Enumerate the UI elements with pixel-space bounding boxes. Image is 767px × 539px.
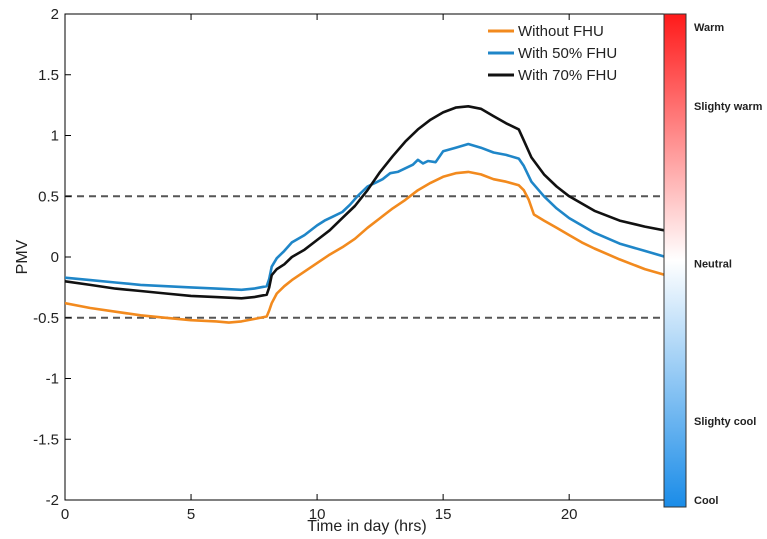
x-tick-label: 20 [561,506,578,523]
y-tick-label: -1 [46,371,59,388]
plot-area [64,13,671,501]
y-tick-label: -2 [46,492,59,509]
colorbar-label: Neutral [694,259,732,271]
comfort-colorbar [663,13,687,508]
y-tick-label: 0.5 [38,188,59,205]
legend-label: Without FHU [518,23,604,40]
x-axis-label: Time in day (hrs) [307,518,426,535]
legend-label: With 70% FHU [518,67,617,84]
colorbar-label: Warm [694,22,724,34]
series-lines [65,105,670,324]
y-tick-label: 1 [51,128,59,145]
legend-label: With 50% FHU [518,45,617,62]
series-line-3 [65,105,670,300]
x-tick-label: 10 [309,506,326,523]
x-tick-label: 0 [61,506,69,523]
x-tick-label: 5 [187,506,195,523]
y-tick-label: 2 [51,6,59,23]
y-tick-label: -1.5 [33,431,59,448]
colorbar-gradient [663,13,687,508]
series-line-1 [65,170,670,324]
y-axis-label: PMV [14,239,31,274]
y-tick-label: -0.5 [33,310,59,327]
colorbar-label: Slighty cool [694,416,756,428]
colorbar-label: Cool [694,495,718,507]
legend: Without FHU With 50% FHU With 70% FHU [488,23,617,84]
colorbar-label: Slighty warm [694,101,763,113]
colorbar-labels: Warm Slighty warm Neutral Slighty cool Cool [694,22,763,507]
y-tick-label: 0 [51,249,59,266]
series-line-2 [65,142,670,292]
x-tick-label: 15 [435,506,452,523]
y-tick-label: 1.5 [38,67,59,84]
x-axis-ticks: 0 5 10 15 20 [61,14,578,523]
